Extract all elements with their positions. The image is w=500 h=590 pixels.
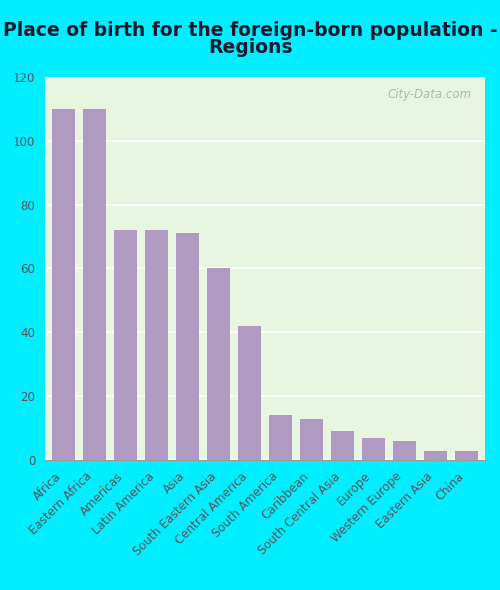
Text: City-Data.com: City-Data.com [388,88,472,101]
Bar [238,326,260,460]
Bar [362,438,384,460]
Bar [270,415,291,460]
Text: Place of birth for the foreign-born population -: Place of birth for the foreign-born popu… [2,21,498,40]
Bar [424,451,446,460]
Bar [146,230,168,460]
Bar [52,109,74,460]
Bar [332,431,353,460]
Bar [84,109,106,460]
Bar [456,451,477,460]
Text: Regions: Regions [208,38,292,57]
Bar [208,268,230,460]
Bar [300,419,322,460]
Bar [176,233,199,460]
Bar [394,441,415,460]
Bar [114,230,136,460]
